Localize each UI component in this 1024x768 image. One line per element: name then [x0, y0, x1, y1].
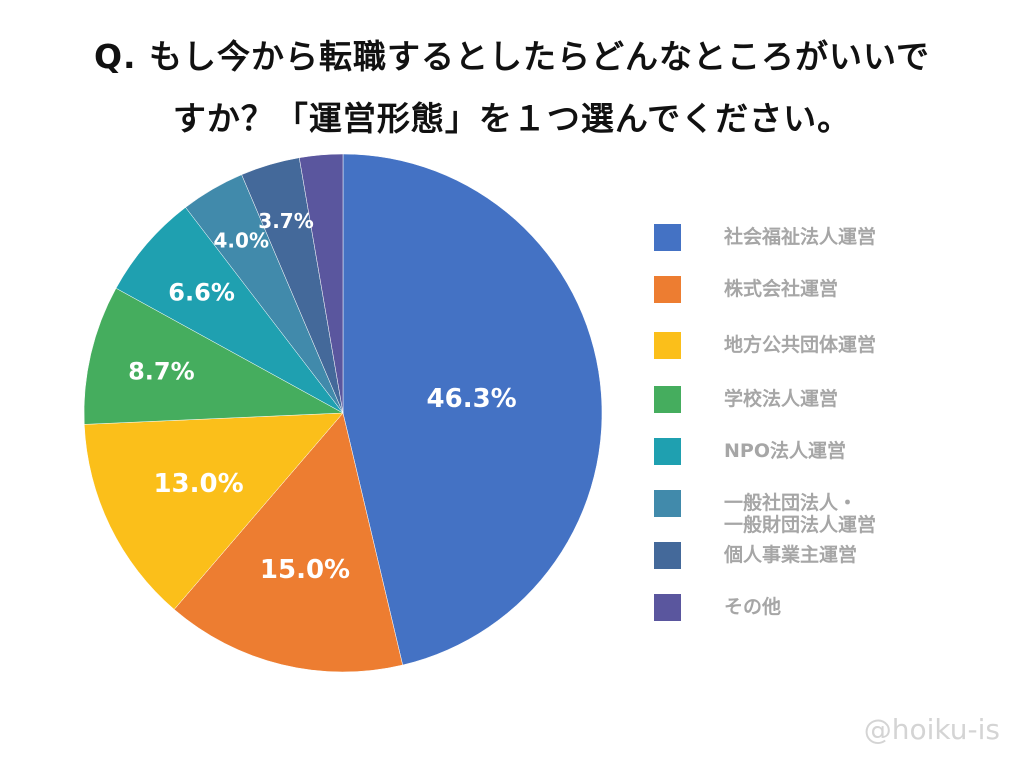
pie-slice: [83, 412, 344, 610]
pie-slice: [83, 287, 344, 425]
pie-slice: [298, 153, 344, 414]
legend-swatch: [654, 542, 681, 569]
legend-label: その他: [724, 596, 782, 618]
chart-title-line-1: Q. もし今から転職するとしたらどんなところがいいで: [93, 37, 931, 76]
pie-slice: [115, 207, 344, 414]
legend-label: 学校法人運営: [724, 388, 839, 410]
legend-swatch: [654, 594, 681, 621]
legend-swatch: [654, 276, 681, 303]
data-label: 6.6%: [168, 278, 235, 306]
legend-label: 個人事業主運営: [724, 544, 858, 566]
legend-swatch: [654, 224, 681, 251]
data-label: 3.7%: [258, 209, 313, 233]
legend-label: 社会福祉法人運営: [724, 226, 877, 248]
chart-title-line-2: すか？「運営形態」を１つ選んでください。: [172, 99, 852, 138]
legend-swatch: [654, 386, 681, 413]
watermark: @hoiku-is: [863, 713, 1000, 746]
legend-label: 地方公共団体運営: [724, 334, 877, 356]
pie-slice: [342, 153, 603, 666]
pie-slice: [173, 412, 403, 673]
legend-label: NPO法人運営: [724, 440, 846, 462]
data-label: 46.3%: [427, 384, 517, 414]
data-label: 8.7%: [128, 358, 195, 386]
legend-swatch: [654, 490, 681, 517]
legend-label: 一般社団法人・ 一般財団法人運営: [724, 492, 877, 536]
data-label: 13.0%: [153, 469, 243, 499]
legend-swatch: [654, 438, 681, 465]
legend-swatch: [654, 332, 681, 359]
data-label: 15.0%: [260, 555, 350, 585]
data-label: 4.0%: [214, 228, 269, 252]
legend-label: 株式会社運営: [724, 278, 839, 300]
